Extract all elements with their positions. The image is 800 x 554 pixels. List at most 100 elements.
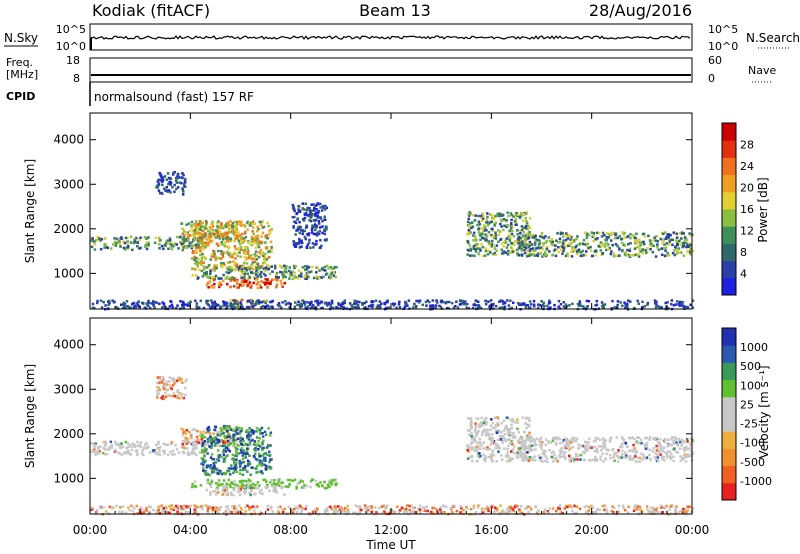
data-cell bbox=[234, 463, 238, 467]
data-cell bbox=[466, 240, 470, 243]
data-cell bbox=[199, 228, 202, 232]
data-cell bbox=[296, 217, 300, 220]
data-cell bbox=[208, 232, 212, 236]
data-cell bbox=[260, 301, 263, 304]
data-cell bbox=[562, 301, 565, 304]
data-cell bbox=[520, 511, 524, 515]
data-cell bbox=[232, 260, 235, 263]
data-cell bbox=[206, 478, 210, 482]
data-cell bbox=[632, 448, 635, 452]
data-cell bbox=[139, 246, 143, 249]
data-cell bbox=[221, 235, 224, 239]
data-cell bbox=[156, 376, 160, 379]
data-cell bbox=[562, 455, 566, 458]
data-cell bbox=[297, 300, 300, 303]
data-cell bbox=[249, 256, 253, 260]
data-cell bbox=[158, 236, 161, 240]
data-cell bbox=[180, 395, 184, 398]
data-cell bbox=[517, 441, 520, 444]
data-cell bbox=[170, 247, 174, 251]
data-cell bbox=[490, 455, 493, 459]
data-cell bbox=[535, 247, 538, 250]
data-cell bbox=[175, 508, 178, 511]
data-cell bbox=[564, 245, 568, 248]
data-cell bbox=[190, 451, 193, 454]
data-cell bbox=[314, 300, 317, 303]
data-cell bbox=[621, 453, 624, 456]
data-cell bbox=[208, 264, 211, 267]
data-cell bbox=[524, 507, 527, 510]
data-cell bbox=[462, 508, 465, 512]
data-cell bbox=[371, 305, 374, 309]
data-cell bbox=[301, 229, 305, 232]
data-cell bbox=[640, 458, 644, 461]
data-cell bbox=[645, 436, 649, 440]
data-cell bbox=[529, 247, 533, 251]
data-cell bbox=[550, 242, 553, 245]
data-cell bbox=[638, 512, 642, 515]
data-cell bbox=[233, 479, 236, 483]
data-cell bbox=[575, 505, 579, 508]
data-cell bbox=[655, 449, 659, 452]
data-cell bbox=[632, 443, 635, 447]
data-cell bbox=[469, 247, 472, 251]
data-cell bbox=[587, 505, 591, 509]
data-cell bbox=[672, 447, 676, 450]
data-cell bbox=[233, 263, 236, 266]
data-cell bbox=[327, 479, 331, 483]
data-cell bbox=[115, 305, 118, 309]
data-cell bbox=[551, 460, 555, 463]
colorbar-frame bbox=[721, 122, 737, 296]
data-cell bbox=[220, 429, 223, 432]
data-cell bbox=[315, 239, 318, 243]
data-cell bbox=[191, 244, 195, 248]
data-cell bbox=[178, 181, 181, 184]
data-cell bbox=[531, 448, 534, 452]
data-cell bbox=[239, 440, 242, 444]
data-cell bbox=[180, 222, 183, 225]
data-cell bbox=[468, 244, 472, 247]
data-cell bbox=[476, 460, 479, 463]
data-cell bbox=[295, 507, 299, 510]
data-cell bbox=[205, 302, 208, 305]
colorbar-segment bbox=[722, 140, 736, 158]
data-cell bbox=[183, 185, 187, 188]
data-cell bbox=[383, 505, 387, 509]
data-cell bbox=[678, 239, 681, 243]
data-cell bbox=[181, 306, 184, 310]
data-cell bbox=[156, 381, 159, 385]
data-cell bbox=[239, 506, 243, 510]
data-cell bbox=[631, 436, 635, 439]
data-cell bbox=[228, 304, 232, 308]
data-cell bbox=[691, 249, 695, 253]
data-cell bbox=[308, 238, 311, 242]
data-cell bbox=[171, 305, 174, 309]
data-cell bbox=[511, 419, 515, 422]
data-cell bbox=[265, 247, 269, 250]
data-cell bbox=[330, 507, 333, 510]
data-cell bbox=[277, 510, 280, 513]
data-cell bbox=[274, 266, 277, 270]
data-cell bbox=[248, 281, 252, 284]
data-cell bbox=[598, 438, 602, 442]
data-cell bbox=[306, 207, 310, 210]
data-cell bbox=[224, 441, 227, 444]
data-cell bbox=[266, 278, 269, 281]
data-cell bbox=[168, 376, 171, 379]
colorbar-segment bbox=[722, 123, 736, 141]
data-cell bbox=[243, 225, 247, 228]
data-cell bbox=[662, 446, 666, 450]
data-cell bbox=[563, 240, 566, 244]
data-cell bbox=[602, 437, 605, 440]
data-cell bbox=[227, 444, 230, 447]
data-cell bbox=[93, 243, 97, 246]
data-cell bbox=[195, 302, 199, 305]
data-cell bbox=[254, 483, 257, 487]
data-cell bbox=[227, 240, 230, 243]
data-cell bbox=[370, 304, 373, 307]
data-cell bbox=[690, 450, 693, 453]
data-cell bbox=[226, 282, 229, 286]
data-cell bbox=[201, 435, 205, 438]
data-cell bbox=[139, 236, 142, 239]
data-cell bbox=[449, 506, 453, 510]
